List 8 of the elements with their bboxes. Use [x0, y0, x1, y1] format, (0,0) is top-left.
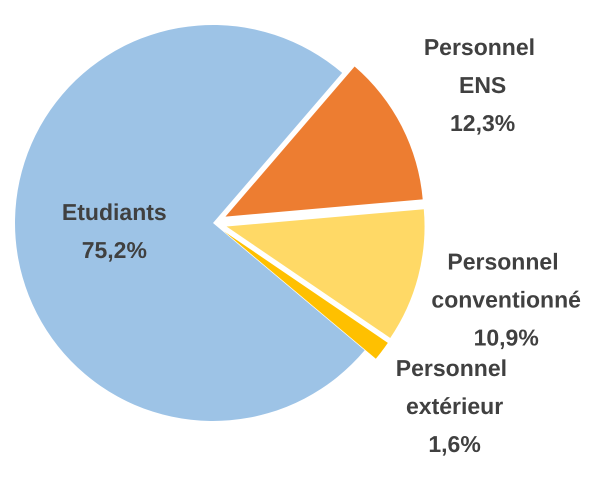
slice-label: Etudiants: [62, 199, 167, 226]
data-label: 12,3%: [450, 110, 516, 136]
slice-label: Personnel conventionné: [431, 248, 581, 312]
slice-label: Personnel ENS: [424, 34, 542, 98]
data-label: 10,9%: [474, 324, 539, 350]
slice-label: Personnel extérieur: [396, 354, 514, 419]
data-label: 75,2%: [82, 237, 147, 264]
data-label: 1,6%: [428, 430, 481, 457]
